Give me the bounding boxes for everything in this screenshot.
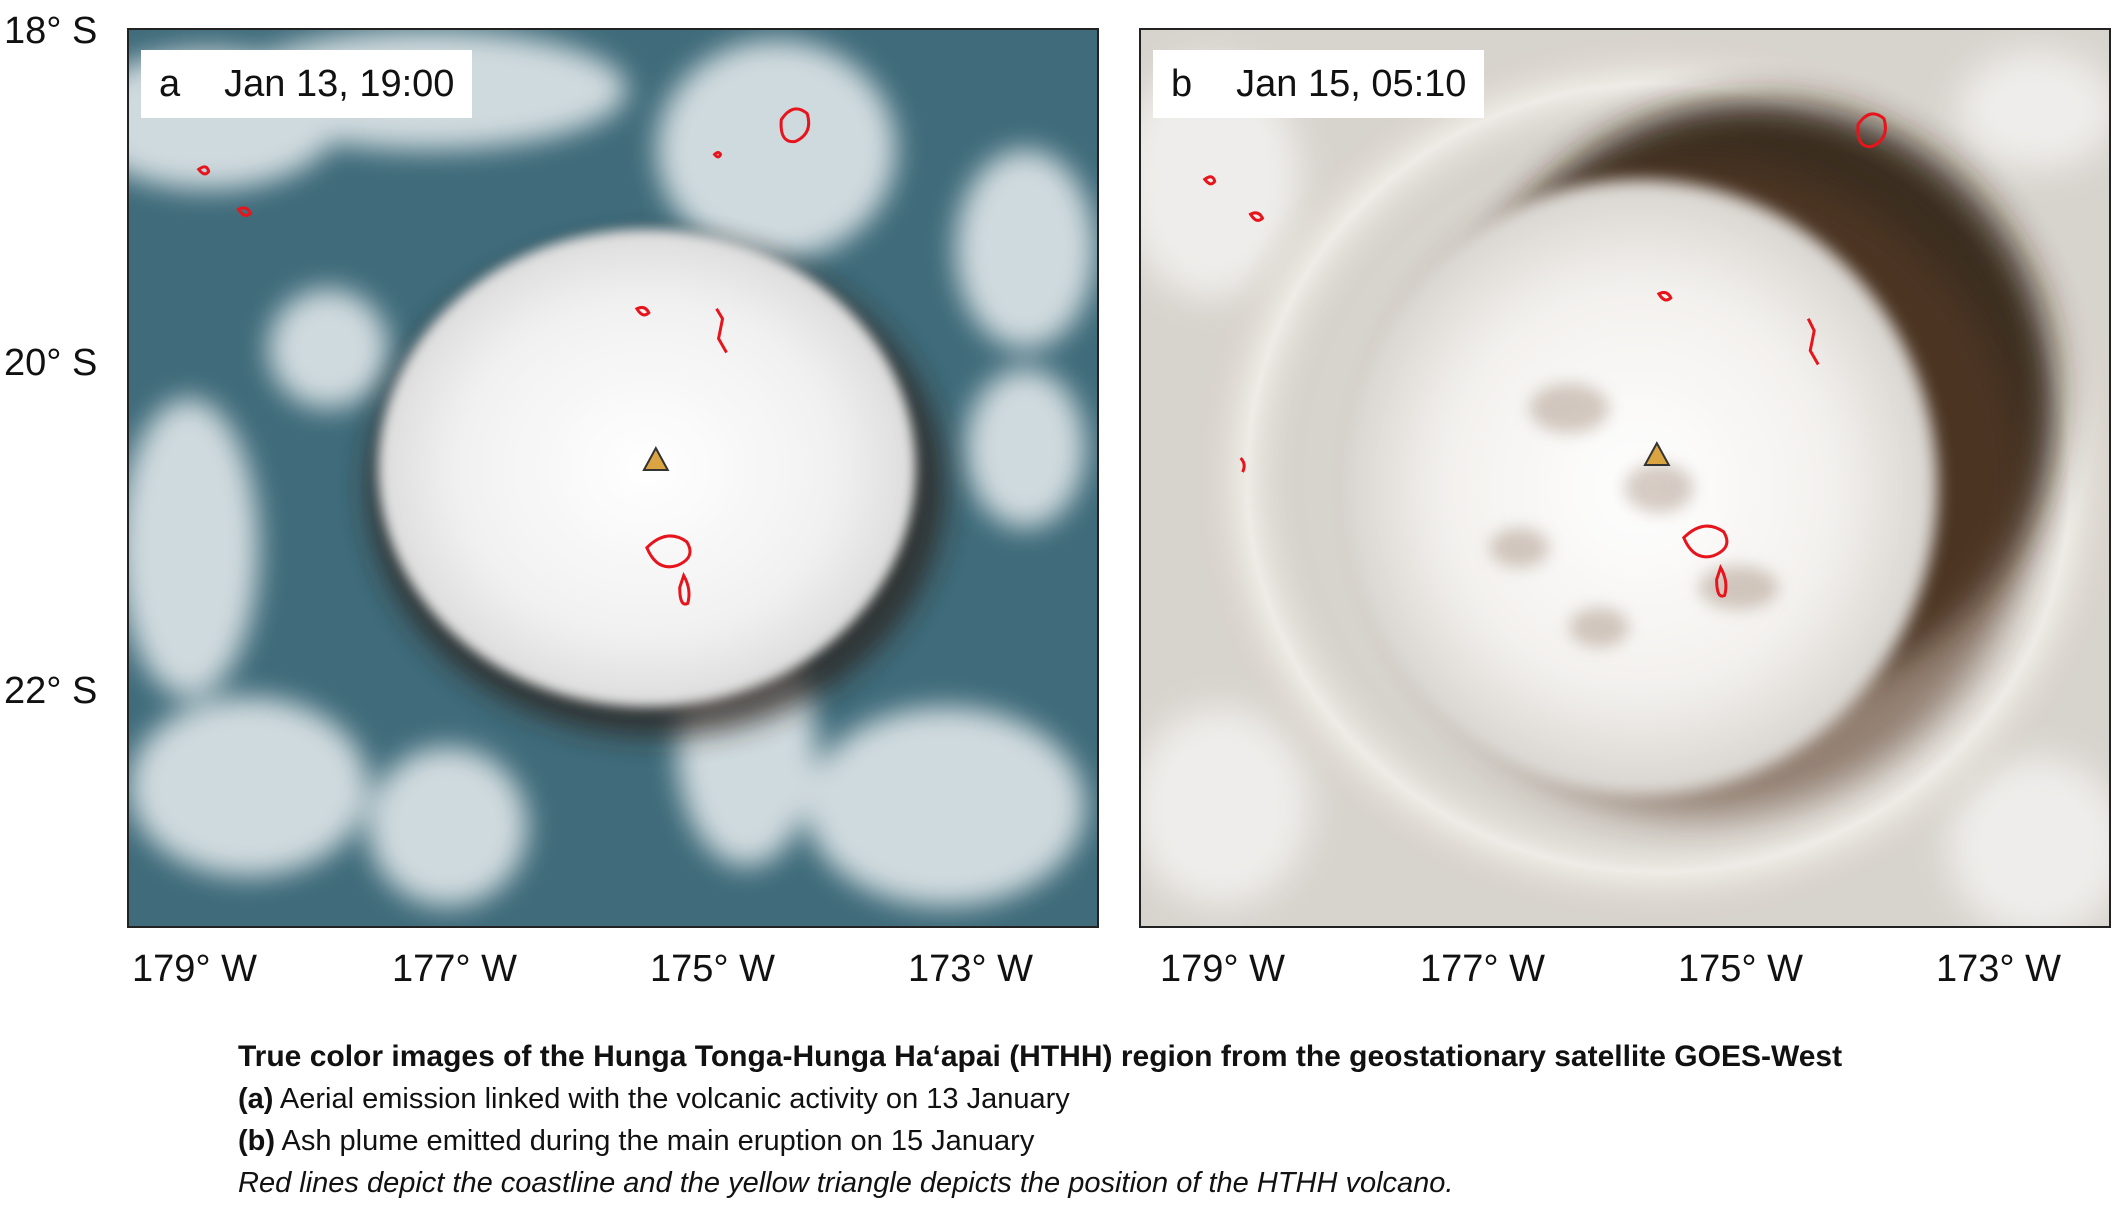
lon-label-b-175w: 175° W — [1678, 948, 1804, 990]
caption-note: Red lines depict the coastline and the y… — [238, 1167, 1454, 1199]
volcano-triangle-icon — [642, 446, 670, 472]
coastline-lines-a — [196, 107, 811, 606]
lat-label-20s: 20° S — [4, 342, 98, 384]
caption-title: True color images of the Hunga Tonga-Hun… — [238, 1040, 1843, 1073]
caption-b-tag: (b) — [238, 1125, 276, 1157]
lon-label-b-179w: 179° W — [1160, 948, 1286, 990]
lon-label-a-177w: 177° W — [392, 948, 518, 990]
volcano-triangle-icon — [1643, 441, 1671, 467]
satellite-image-b — [1141, 30, 2109, 926]
panel-b-label: b Jan 15, 05:10 — [1153, 50, 1485, 118]
panel-b-letter: b — [1171, 62, 1193, 105]
satellite-panel-b: b Jan 15, 05:10 — [1139, 28, 2111, 928]
panel-a-letter: a — [159, 62, 181, 105]
lat-label-18s: 18° S — [4, 10, 98, 52]
satellite-panel-a: a Jan 13, 19:00 — [127, 28, 1099, 928]
caption-line-a: (a) Aerial emission linked with the volc… — [238, 1078, 1938, 1120]
lat-label-22s: 22° S — [4, 670, 98, 712]
lon-label-a-173w: 173° W — [908, 948, 1034, 990]
lon-label-a-179w: 179° W — [132, 948, 258, 990]
caption-line-b: (b) Ash plume emitted during the main er… — [238, 1120, 1938, 1162]
lon-label-b-177w: 177° W — [1420, 948, 1546, 990]
lon-label-a-175w: 175° W — [650, 948, 776, 990]
panel-a-timestamp: Jan 13, 19:00 — [224, 62, 455, 105]
lon-label-b-173w: 173° W — [1936, 948, 2062, 990]
panel-a-label: a Jan 13, 19:00 — [141, 50, 473, 118]
coastline-lines-b — [1202, 112, 1887, 598]
caption-a-text: Aerial emission linked with the volcanic… — [273, 1083, 1070, 1115]
caption-a-tag: (a) — [238, 1083, 274, 1115]
satellite-image-a — [129, 30, 1097, 926]
figure-caption: True color images of the Hunga Tonga-Hun… — [238, 1036, 1938, 1204]
caption-b-text: Ash plume emitted during the main erupti… — [275, 1125, 1035, 1157]
panel-b-timestamp: Jan 15, 05:10 — [1236, 62, 1467, 105]
